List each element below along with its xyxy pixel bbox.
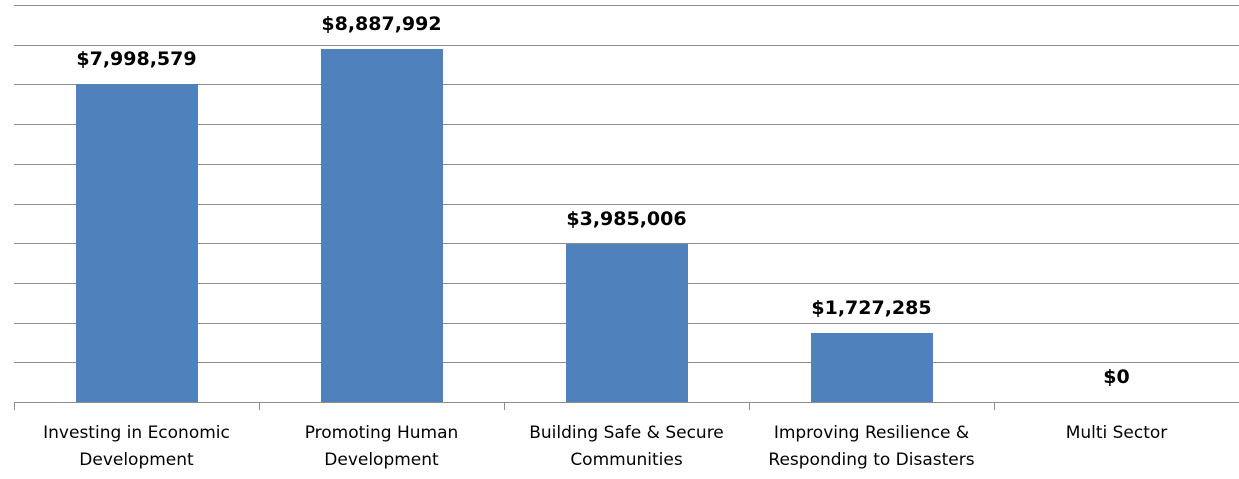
x-tick-label: Building Safe & Secure Communities [529, 423, 724, 470]
value-label: $7,998,579 [76, 48, 197, 71]
x-tick-label: Promoting Human Development [304, 423, 459, 470]
grid-line [14, 124, 1239, 125]
bar [320, 49, 443, 402]
bar [810, 333, 933, 402]
grid-line [14, 84, 1239, 85]
x-tick-label: Improving Resilience & Responding to Dis… [768, 423, 975, 470]
category-tick [259, 402, 260, 410]
x-tick-label: Multi Sector [1065, 423, 1168, 443]
value-label: $0 [1103, 366, 1130, 388]
category-tick [14, 402, 15, 410]
grid-line [14, 164, 1239, 165]
value-label: $3,985,006 [566, 207, 687, 230]
value-label: $1,727,285 [811, 297, 932, 320]
grid-line [14, 402, 1239, 403]
grid-line [14, 243, 1239, 244]
category-tick [994, 402, 995, 410]
value-label: $8,887,992 [321, 13, 442, 36]
grid-line [14, 45, 1239, 46]
grid-line [14, 5, 1239, 6]
bar [565, 243, 688, 402]
bar [75, 84, 198, 402]
category-tick [504, 402, 505, 410]
category-tick [749, 402, 750, 410]
grid-line [14, 204, 1239, 205]
x-tick-label: Investing in Economic Development [43, 423, 230, 470]
